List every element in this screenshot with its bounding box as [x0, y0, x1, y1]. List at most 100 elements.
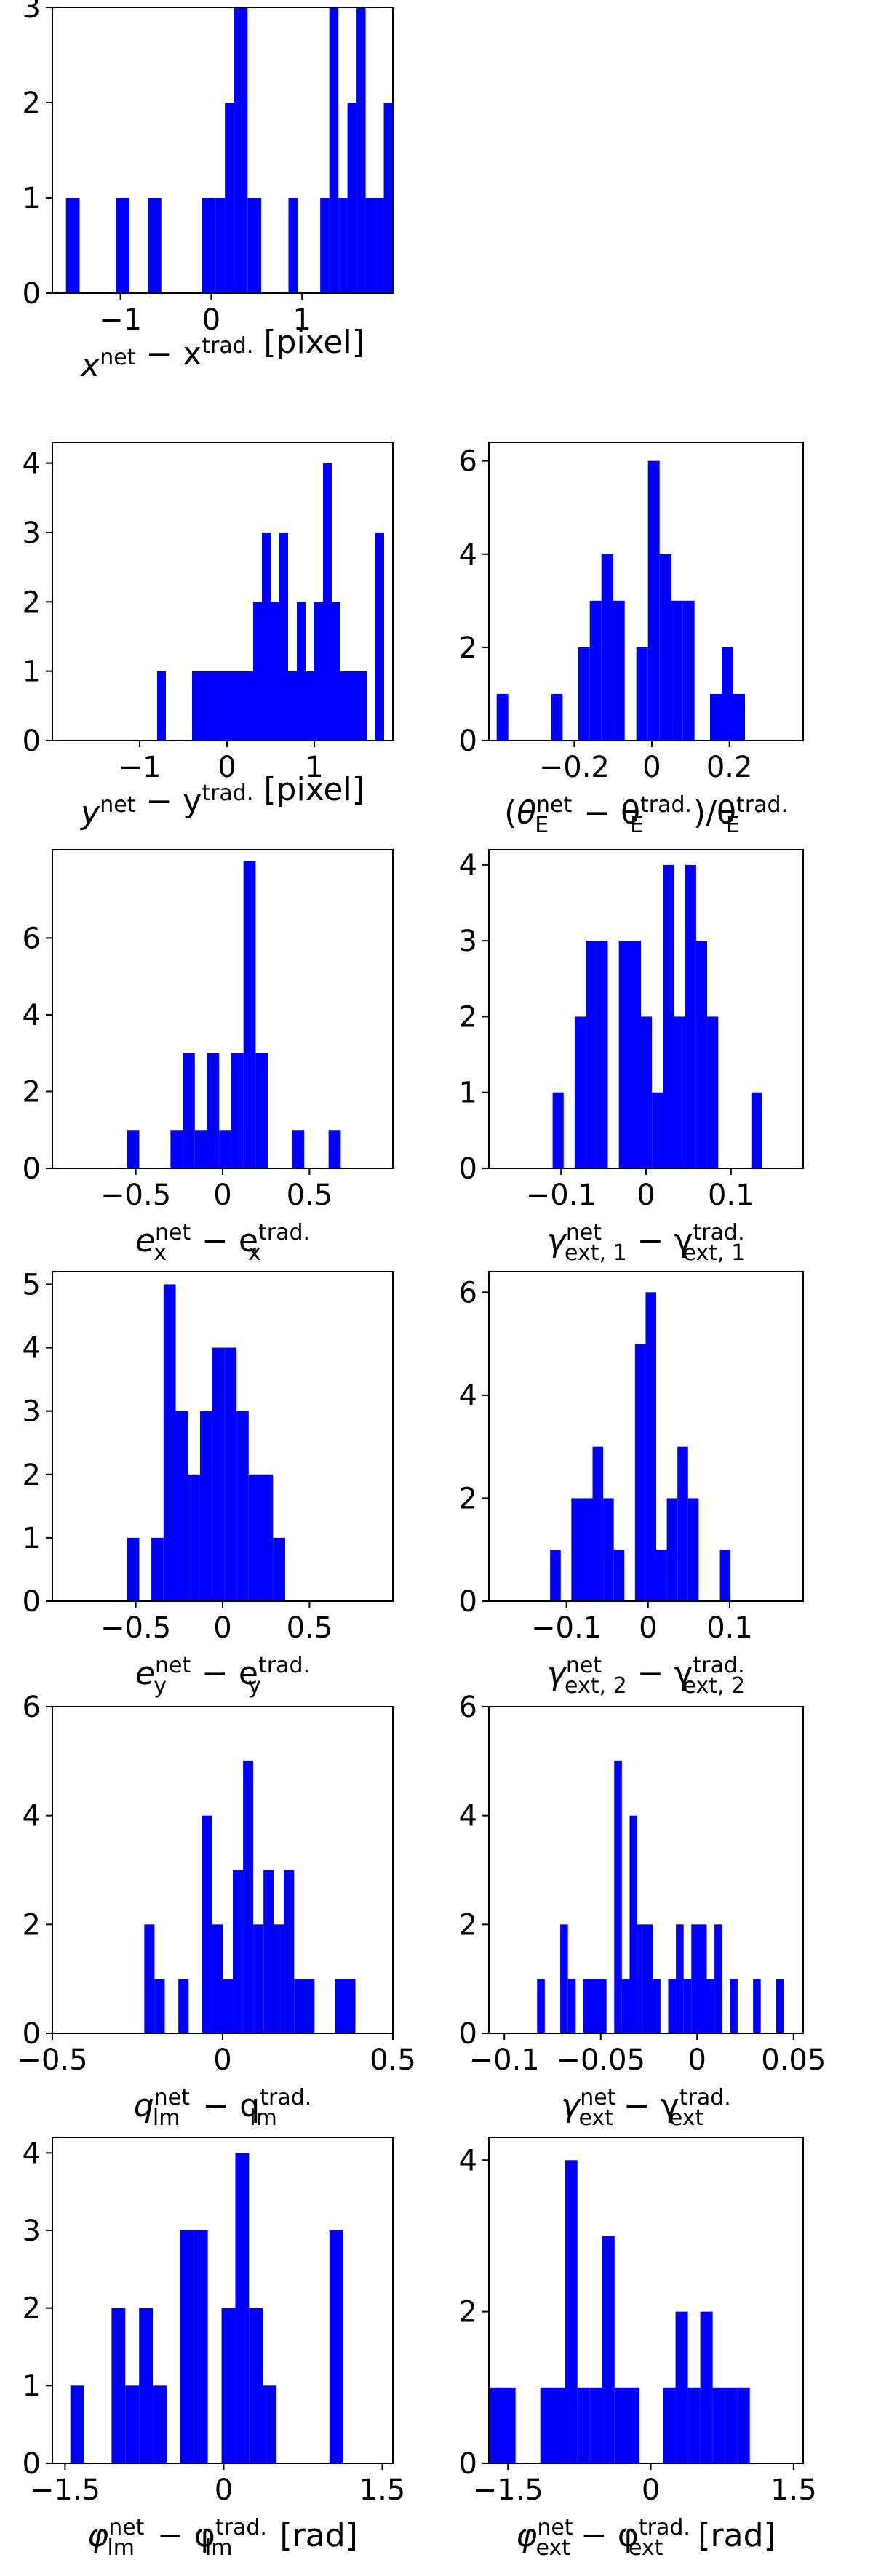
histogram-bar — [613, 600, 625, 741]
histogram-bar — [170, 1130, 183, 1168]
xlabel-part: E — [630, 813, 644, 838]
histogram-bar — [349, 671, 367, 741]
xlabel-part: − φ — [570, 2517, 639, 2554]
x-axis-label: qnet lm − qtrad. lm — [134, 2085, 312, 2131]
histogram-bar — [328, 1130, 341, 1168]
xlabel-part: lm — [153, 2105, 180, 2131]
y-tick-label: 2 — [23, 1459, 41, 1492]
y-tick-label: 4 — [459, 538, 477, 572]
axes-frame — [488, 1706, 804, 2034]
x-tick-label: 0 — [639, 1611, 657, 1645]
histogram-bar — [577, 2387, 590, 2463]
y-tick-label: 4 — [459, 1379, 477, 1413]
xlabel-part: net — [537, 2515, 573, 2540]
histogram-bar — [314, 602, 323, 741]
histogram-bar — [212, 1924, 223, 2033]
histogram-bar — [589, 600, 602, 741]
x-tick-label: −0.1 — [531, 1611, 602, 1645]
y-tick-label: 3 — [23, 517, 41, 550]
histogram-bar — [273, 1537, 285, 1601]
x-tick-label: −1 — [119, 751, 162, 784]
x-tick-label: 0.05 — [761, 2043, 826, 2077]
histogram-bar — [552, 1092, 564, 1168]
histogram-bar — [725, 2387, 738, 2463]
y-tick-label: 3 — [23, 0, 41, 25]
y-tick-label: 4 — [23, 2137, 41, 2170]
x-tick-label: −0.1 — [526, 1179, 597, 1212]
xlabel-part: )/θ — [693, 794, 736, 832]
histogram-bar — [347, 103, 357, 293]
histogram-bar — [202, 198, 216, 293]
xlabel-part: φ — [516, 2517, 537, 2554]
histogram-bar — [567, 1979, 576, 2033]
histogram-bar — [659, 554, 671, 741]
xlabel-part: − γ — [627, 1222, 693, 1259]
histogram-bar — [683, 1979, 692, 2033]
histogram-bar — [634, 1344, 646, 1601]
histogram-bar — [260, 1474, 274, 1601]
histogram-bar — [537, 1979, 545, 2033]
histogram-bar — [603, 1498, 614, 1601]
x-tick-label: −0.5 — [100, 1611, 171, 1645]
histogram-bar — [297, 602, 306, 741]
histogram-bar — [574, 1016, 586, 1168]
histogram-bar — [653, 1979, 661, 2033]
xlabel-part: ext — [536, 2535, 571, 2561]
histogram-bar — [247, 198, 262, 293]
histogram-bar — [127, 1537, 140, 1601]
histogram-bar — [249, 2308, 263, 2463]
histogram-bar — [320, 198, 330, 293]
y-tick-label: 0 — [23, 2447, 41, 2481]
y-tick-label: 4 — [23, 1800, 41, 1833]
histogram-bar — [183, 1053, 195, 1168]
y-tick-label: 2 — [459, 631, 477, 665]
x-axis-label: enet y − etrad. y — [135, 1653, 310, 1699]
histogram-bar — [560, 1924, 568, 2033]
histogram-bar — [733, 693, 745, 741]
y-tick-label: 0 — [459, 1585, 477, 1619]
histogram-bar — [676, 1924, 684, 2033]
histogram-bar — [663, 2387, 676, 2463]
y-tick-label: 2 — [459, 1908, 477, 1942]
xlabel-part: ext, 1 — [683, 1240, 746, 1266]
y-tick-label: 5 — [23, 1268, 41, 1301]
y-tick-label: 3 — [459, 925, 477, 958]
histogram-bar — [722, 647, 733, 741]
histogram-bar — [271, 602, 279, 741]
xlabel-part: − e — [191, 1655, 258, 1692]
histogram-bar — [540, 2387, 565, 2463]
x-tick-label: 0 — [642, 751, 661, 784]
histogram-bar — [719, 1550, 731, 1601]
histogram-bar — [550, 1550, 561, 1601]
histogram-bar — [255, 1053, 268, 1168]
histogram-bar — [647, 460, 660, 741]
histogram-bar — [666, 1498, 678, 1601]
x-tick-label: 1 — [305, 751, 323, 784]
x-tick-label: 0 — [218, 751, 236, 784]
histogram-bar — [375, 198, 384, 293]
histogram-bar — [199, 1411, 212, 1601]
histogram-bar — [65, 198, 80, 293]
xlabel-part: lm — [205, 2535, 233, 2561]
x-tick-label: 0.1 — [708, 1179, 754, 1212]
histogram-bar — [589, 2387, 602, 2463]
y-tick-label: 2 — [23, 87, 41, 120]
histogram-bar — [712, 2387, 725, 2463]
axes-frame — [488, 442, 804, 741]
histogram-bar — [602, 2236, 615, 2463]
histogram-bar — [194, 1130, 207, 1168]
histogram-bar — [194, 2230, 208, 2463]
histogram-bar — [151, 1537, 164, 1601]
x-axis-label: xnet − xtrad. [pixel] — [79, 324, 364, 384]
histogram-bar — [212, 1347, 225, 1601]
xlabel-part: ext — [669, 2105, 704, 2131]
xlabel-part: φ — [87, 2517, 108, 2554]
histogram-bar — [236, 1411, 249, 1601]
y-tick-label: 2 — [23, 1075, 41, 1109]
y-tick-label: 2 — [459, 2296, 477, 2329]
histogram-bar — [207, 1053, 220, 1168]
x-tick-label: 0 — [213, 1611, 231, 1645]
